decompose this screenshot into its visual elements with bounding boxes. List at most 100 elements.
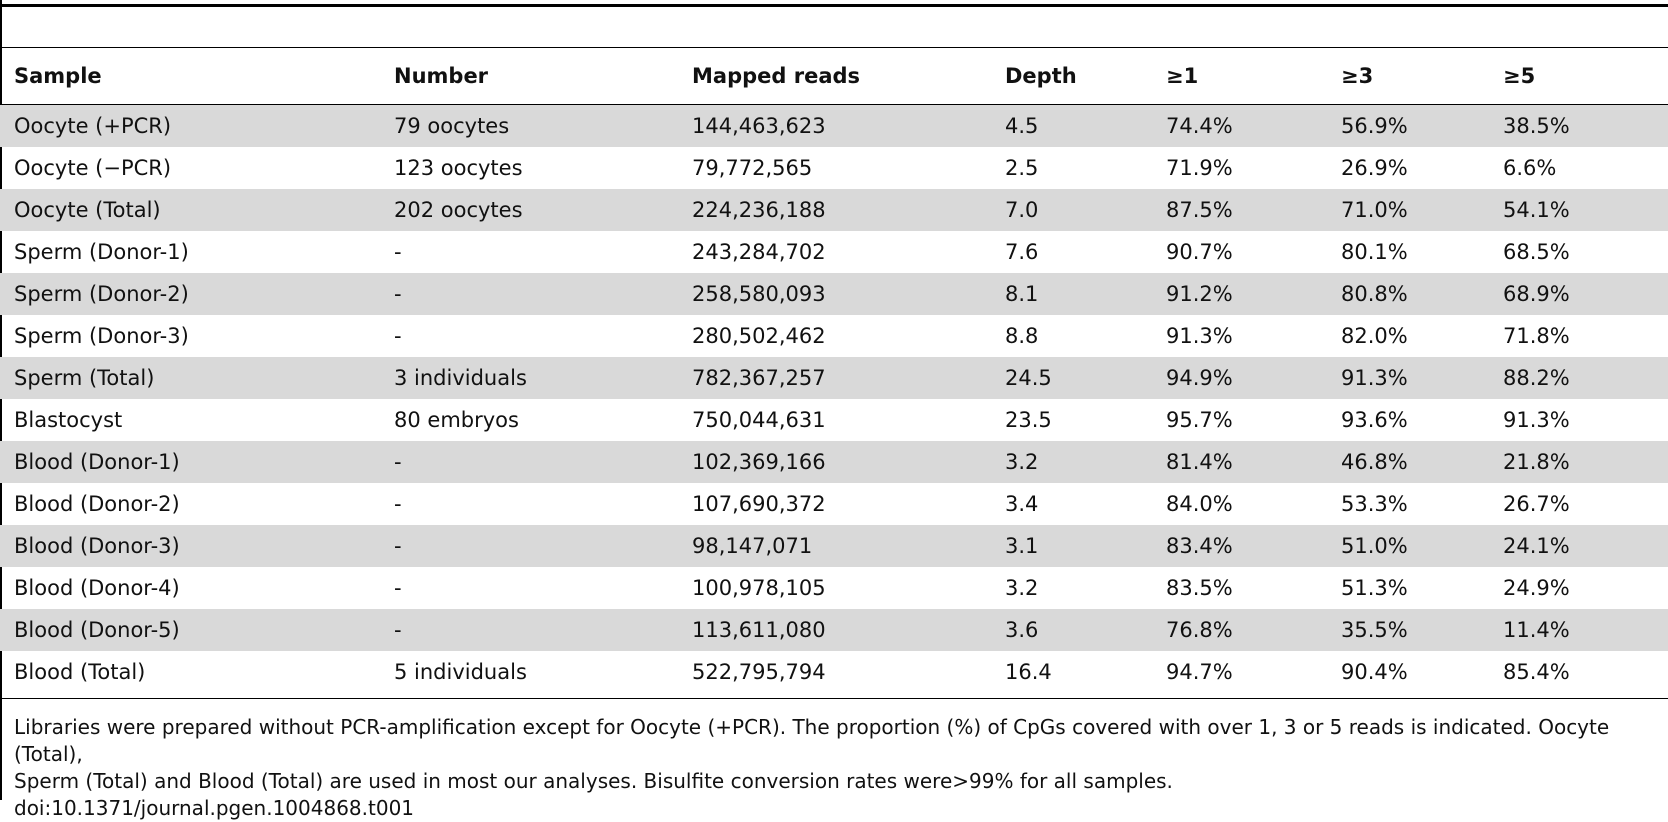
header-top-rule bbox=[0, 47, 1668, 48]
cell-sample: Sperm (Total) bbox=[0, 357, 380, 399]
cell-number: 5 individuals bbox=[394, 660, 527, 684]
cell-sample: Blood (Donor-5) bbox=[0, 609, 380, 651]
cell-mapped-reads: 107,690,372 bbox=[692, 492, 826, 516]
cell-coverage-3: 71.0% bbox=[1327, 189, 1489, 231]
table-row: Blood (Donor-3) -98,147,071 3.1 83.4% 51.0% 2… bbox=[0, 525, 1668, 567]
cell-depth: 7.6 bbox=[1005, 240, 1039, 264]
cell-coverage-5: 71.8% bbox=[1503, 324, 1570, 348]
cell-depth: 23.5 bbox=[1005, 408, 1052, 432]
cell-sample: Sperm (Donor-1) bbox=[14, 240, 189, 264]
cell-coverage-3: 35.5% bbox=[1327, 609, 1489, 651]
column-header-coverage-1: ≥1 bbox=[1166, 64, 1199, 88]
cell-mapped-reads: 522,795,794 bbox=[692, 660, 826, 684]
table-row: Blood (Donor-4) - 100,978,105 3.2 83.5% 51.3%… bbox=[0, 567, 1668, 609]
cell-number: 123 oocytes bbox=[394, 156, 523, 180]
cell-sample: Oocyte (+PCR) bbox=[0, 105, 380, 147]
cell-depth: 3.2 bbox=[1005, 576, 1039, 600]
cell-depth: 4.5 bbox=[991, 105, 1152, 147]
column-header-number: Number bbox=[394, 64, 489, 88]
cell-coverage-1: 84.0% bbox=[1166, 492, 1233, 516]
table-row: Oocyte (−PCR) 123 oocytes 79,772,565 2.5 71.… bbox=[0, 147, 1668, 189]
cell-coverage-1: 90.7% bbox=[1166, 240, 1233, 264]
cell-mapped-reads: 280,502,462 bbox=[692, 324, 826, 348]
cell-number: 79 oocytes bbox=[380, 105, 678, 147]
cell-coverage-5: 68.9% bbox=[1489, 273, 1668, 315]
cell-coverage-3: 53.3% bbox=[1341, 492, 1408, 516]
table-footnote: Libraries were prepared without PCR-ampl… bbox=[14, 714, 1662, 822]
cell-depth: 8.1 bbox=[991, 273, 1152, 315]
cell-mapped-reads: 102,369,166 bbox=[678, 441, 991, 483]
table-row: Blood (Donor-2) - 107,690,372 3.4 84.0% 53.3%… bbox=[0, 483, 1668, 525]
cell-mapped-reads: 113,611,080 bbox=[678, 609, 991, 651]
cell-coverage-3: 51.0% bbox=[1327, 525, 1489, 567]
cell-number: - bbox=[394, 324, 402, 348]
table-body: Oocyte (+PCR) 79 oocytes 144,463,623 4.5 74.… bbox=[0, 105, 1668, 693]
table-row: Sperm (Donor-1) - 243,284,702 7.6 90.7% 80.1%… bbox=[0, 231, 1668, 273]
cell-coverage-3: 91.3% bbox=[1327, 357, 1489, 399]
cell-number: - bbox=[394, 240, 402, 264]
cell-coverage-1: 94.7% bbox=[1166, 660, 1233, 684]
table-top-rule bbox=[0, 4, 1668, 7]
cell-coverage-3: 90.4% bbox=[1341, 660, 1408, 684]
cell-sample: Blood (Donor-2) bbox=[14, 492, 180, 516]
cell-coverage-3: 80.8% bbox=[1327, 273, 1489, 315]
cell-mapped-reads: 224,236,188 bbox=[678, 189, 991, 231]
cell-mapped-reads: 243,284,702 bbox=[692, 240, 826, 264]
cell-coverage-5: 24.9% bbox=[1503, 576, 1570, 600]
cell-number: - bbox=[380, 273, 678, 315]
table-row: Sperm (Total) 3 individuals 782,367,257 24.… bbox=[0, 357, 1668, 399]
cell-coverage-3: 82.0% bbox=[1341, 324, 1408, 348]
column-header-depth: Depth bbox=[1005, 64, 1077, 88]
cell-coverage-1: 83.5% bbox=[1166, 576, 1233, 600]
cell-depth: 3.4 bbox=[1005, 492, 1039, 516]
footnote-line-1: Libraries were prepared without PCR-ampl… bbox=[14, 715, 1610, 766]
cell-sample: Blood (Donor-1) bbox=[0, 441, 380, 483]
cell-sample: Blood (Donor-4) bbox=[14, 576, 180, 600]
cell-coverage-1: 95.7% bbox=[1166, 408, 1233, 432]
table-row: Blood (Donor-1) -102,369,166 3.2 81.4% 46.8%… bbox=[0, 441, 1668, 483]
cell-coverage-5: 21.8% bbox=[1489, 441, 1668, 483]
cell-coverage-5: 26.7% bbox=[1503, 492, 1570, 516]
cell-depth: 16.4 bbox=[1005, 660, 1052, 684]
cell-coverage-1: 74.4% bbox=[1152, 105, 1327, 147]
cell-coverage-5: 91.3% bbox=[1503, 408, 1570, 432]
cell-depth: 24.5 bbox=[991, 357, 1152, 399]
cell-mapped-reads: 100,978,105 bbox=[692, 576, 826, 600]
column-header-coverage-3: ≥3 bbox=[1341, 64, 1374, 88]
cell-mapped-reads: 144,463,623 bbox=[678, 105, 991, 147]
cell-coverage-3: 56.9% bbox=[1327, 105, 1489, 147]
cell-coverage-5: 6.6% bbox=[1503, 156, 1557, 180]
cell-mapped-reads: 750,044,631 bbox=[692, 408, 826, 432]
cell-number: - bbox=[380, 441, 678, 483]
table-row: Sperm (Donor-3) - 280,502,462 8.8 91.3% 82.0%… bbox=[0, 315, 1668, 357]
cell-coverage-5: 11.4% bbox=[1489, 609, 1668, 651]
cell-coverage-5: 68.5% bbox=[1503, 240, 1570, 264]
cell-sample: Blastocyst bbox=[14, 408, 123, 432]
table-bottom-rule bbox=[0, 698, 1668, 699]
cell-number: 80 embryos bbox=[394, 408, 519, 432]
cell-coverage-3: 93.6% bbox=[1341, 408, 1408, 432]
cell-sample: Sperm (Donor-2) bbox=[0, 273, 380, 315]
table-row: Oocyte (+PCR) 79 oocytes 144,463,623 4.5 74.… bbox=[0, 105, 1668, 147]
cell-mapped-reads: 782,367,257 bbox=[678, 357, 991, 399]
column-header-sample: Sample bbox=[14, 64, 102, 88]
cell-coverage-1: 94.9% bbox=[1152, 357, 1327, 399]
cell-coverage-1: 81.4% bbox=[1152, 441, 1327, 483]
cell-number: - bbox=[394, 492, 402, 516]
cell-coverage-1: 91.2% bbox=[1152, 273, 1327, 315]
cell-depth: 7.0 bbox=[991, 189, 1152, 231]
cell-coverage-5: 24.1% bbox=[1489, 525, 1668, 567]
cell-coverage-3: 51.3% bbox=[1341, 576, 1408, 600]
cell-coverage-1: 87.5% bbox=[1152, 189, 1327, 231]
data-table: Oocyte (+PCR) 79 oocytes 144,463,623 4.5 74.… bbox=[0, 105, 1668, 693]
cell-depth: 8.8 bbox=[1005, 324, 1039, 348]
cell-coverage-5: 38.5% bbox=[1489, 105, 1668, 147]
cell-coverage-3: 80.1% bbox=[1341, 240, 1408, 264]
column-header-coverage-5: ≥5 bbox=[1503, 64, 1536, 88]
cell-depth: 2.5 bbox=[1005, 156, 1039, 180]
table-row: Oocyte (Total) 202 oocytes 224,236,188 7.0 8… bbox=[0, 189, 1668, 231]
cell-coverage-5: 85.4% bbox=[1503, 660, 1570, 684]
cell-number: - bbox=[380, 525, 678, 567]
cell-sample: Blood (Total) bbox=[14, 660, 146, 684]
cell-number: - bbox=[394, 576, 402, 600]
